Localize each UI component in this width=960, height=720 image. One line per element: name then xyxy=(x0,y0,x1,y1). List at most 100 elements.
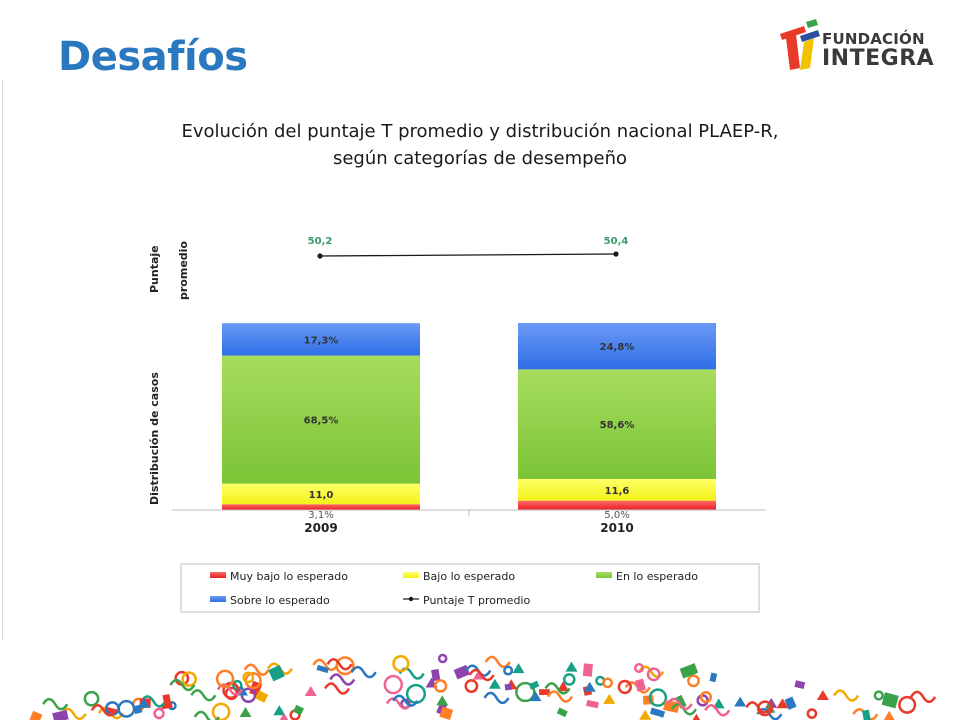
doodle-shape xyxy=(162,693,171,704)
doodle-shape xyxy=(90,704,117,717)
doodle-shape xyxy=(529,691,542,702)
doodle-shape xyxy=(293,704,304,716)
doodle-shape xyxy=(692,713,701,720)
doodle-shape xyxy=(515,681,536,703)
doodle-shape xyxy=(562,673,576,686)
decorative-doodle-border xyxy=(29,653,937,720)
doodle-shape xyxy=(193,710,220,720)
doodle-shape xyxy=(316,664,329,674)
legend-label-2: En lo esperado xyxy=(616,570,698,583)
doodle-shape xyxy=(383,674,403,695)
doodle-shape xyxy=(279,713,289,720)
doodle-shape xyxy=(312,658,339,672)
doodle-shape xyxy=(42,697,69,711)
doodle-shape xyxy=(484,655,511,669)
axis-label-promedio: promedio xyxy=(177,241,190,300)
doodle-shape xyxy=(385,697,413,710)
doodle-shape xyxy=(586,699,599,709)
doodle-shape xyxy=(29,710,43,720)
doodle-shape xyxy=(639,709,652,720)
doodle-shape xyxy=(745,701,772,714)
doodle-shape xyxy=(583,681,596,692)
data-label-2010-0: 5,0% xyxy=(604,510,629,521)
data-label-2010-3: 24,8% xyxy=(600,342,635,353)
doodle-shape xyxy=(140,695,167,708)
bar-muy-bajo-lo-esperado-2009 xyxy=(222,504,420,510)
doodle-shape xyxy=(350,665,377,679)
doodle-shape xyxy=(679,663,699,679)
doodle-shape xyxy=(169,678,196,692)
x-tick-label-2009: 2009 xyxy=(304,521,337,535)
left-divider xyxy=(2,80,3,640)
legend-swatch-3 xyxy=(210,596,226,602)
legend-swatch-0 xyxy=(210,572,226,578)
data-label-2010-1: 11,6 xyxy=(605,486,630,497)
doodle-shape xyxy=(153,707,165,720)
doodle-shape xyxy=(255,690,269,703)
logo-mark-icon xyxy=(780,19,820,70)
chart-title: Evolución del puntaje T promedio y distr… xyxy=(100,118,860,172)
doodle-shape xyxy=(582,663,593,677)
doodle-shape xyxy=(544,682,571,695)
doodle-shape xyxy=(709,672,718,683)
doodle-shape xyxy=(784,696,797,710)
doodle-shape xyxy=(60,707,87,720)
doodle-shape xyxy=(833,689,860,702)
doodle-shape xyxy=(190,689,217,702)
data-label-2009-2: 68,5% xyxy=(304,416,339,427)
doodle-shape xyxy=(453,664,471,680)
fundacion-integra-logo: FUNDACIÓN INTEGRA xyxy=(776,16,936,76)
doodle-shape xyxy=(898,695,917,714)
legend-label-line: Puntaje T promedio xyxy=(423,594,530,607)
doodle-shape xyxy=(464,679,479,693)
bar-bajo-lo-esperado-2009 xyxy=(222,483,420,505)
doodle-shape xyxy=(488,678,501,689)
doodle-shape xyxy=(512,663,525,674)
doodle-shape xyxy=(881,692,899,709)
doodle-shape xyxy=(215,669,235,689)
bar-sobre-lo-esperado-2009 xyxy=(222,323,420,356)
doodle-shape xyxy=(556,707,568,718)
doodle-shape xyxy=(504,683,513,691)
doodle-shape xyxy=(602,677,613,689)
doodle-shape xyxy=(910,690,937,704)
doodle-shape xyxy=(776,698,789,709)
doodle-shape xyxy=(633,662,645,674)
score-label-2010: 50,4 xyxy=(604,236,629,247)
doodle-shape xyxy=(117,699,136,718)
data-label-2009-1: 11,0 xyxy=(309,490,334,501)
doodle-shape xyxy=(565,661,578,672)
doodle-shape xyxy=(433,679,448,693)
doodle-shape xyxy=(437,653,448,664)
doodle-shape xyxy=(268,664,285,682)
doodle-shape xyxy=(557,681,570,692)
data-label-2009-3: 17,3% xyxy=(304,335,339,346)
bar-en-lo-esperado-2010 xyxy=(518,369,716,479)
doodle-shape xyxy=(431,668,441,682)
logo-text-bottom: INTEGRA xyxy=(822,46,935,71)
doodle-shape xyxy=(883,710,895,720)
legend-box xyxy=(180,563,760,613)
doodle-shape xyxy=(617,679,633,695)
bar-muy-bajo-lo-esperado-2010 xyxy=(518,500,716,510)
doodle-shape xyxy=(687,674,700,688)
doodle-shape xyxy=(468,668,495,682)
doodle-shape xyxy=(304,686,317,697)
doodle-shape xyxy=(873,690,884,701)
legend-line-marker xyxy=(408,596,414,602)
doodle-shape xyxy=(211,702,231,720)
doodle-shape xyxy=(696,694,709,707)
doodle-shape xyxy=(806,708,818,719)
doodle-shape xyxy=(392,655,410,673)
slide-title: Desafíos xyxy=(58,34,248,80)
doodle-shape xyxy=(503,665,514,676)
doodle-shape xyxy=(675,694,687,709)
doodle-shape xyxy=(634,678,646,692)
doodle-shape xyxy=(329,673,356,686)
score-label-2009: 50,2 xyxy=(308,236,333,247)
doodle-shape xyxy=(392,694,419,707)
doodle-shape xyxy=(243,663,270,676)
doodle-shape xyxy=(436,695,449,706)
doodle-shape xyxy=(483,691,510,705)
